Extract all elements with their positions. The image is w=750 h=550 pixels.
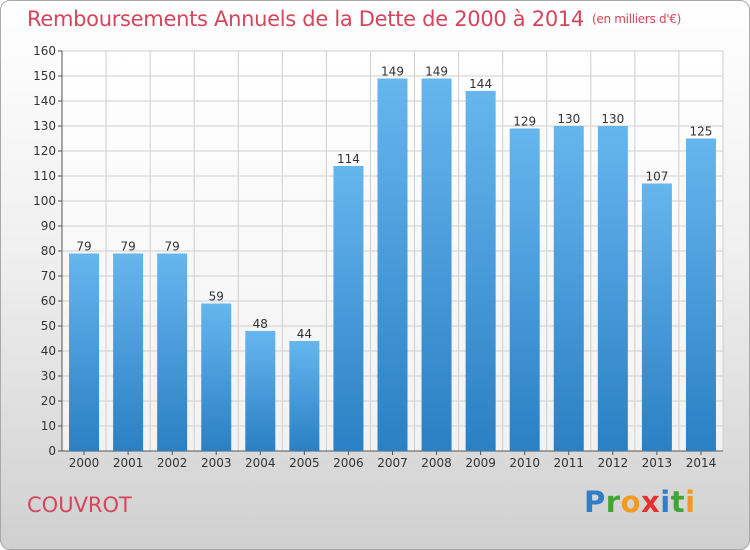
- y-tick-label: 120: [33, 144, 56, 158]
- bar-2010: [509, 128, 540, 451]
- bar-2014: [685, 138, 716, 451]
- chart-title: Remboursements Annuels de la Dette de 20…: [27, 7, 681, 31]
- y-tick-label: 140: [33, 94, 56, 108]
- y-tick-label: 90: [41, 219, 56, 233]
- bar-2002: [157, 253, 188, 451]
- value-label-2000: 79: [76, 240, 91, 254]
- y-tick-label: 50: [41, 319, 56, 333]
- y-tick-label: 30: [41, 369, 56, 383]
- value-label-2005: 44: [297, 327, 312, 341]
- y-tick-label: 70: [41, 269, 56, 283]
- chart-title-text: Remboursements Annuels de la Dette de 20…: [27, 7, 584, 31]
- logo-letter: x: [641, 485, 661, 519]
- x-tick-label-2003: 2003: [201, 456, 232, 470]
- y-tick-label: 40: [41, 344, 56, 358]
- bar-2013: [641, 183, 672, 451]
- bar-2003: [201, 303, 232, 451]
- y-tick-label: 60: [41, 294, 56, 308]
- x-tick-label-2006: 2006: [333, 456, 364, 470]
- town-name: COUVROT: [27, 493, 132, 517]
- value-labels: 79 79 79 59 48 44 114 149 149 144 129 130 130 107 125: [76, 65, 712, 342]
- bar-2004: [245, 331, 276, 451]
- y-tick-label: 20: [41, 394, 56, 408]
- value-label-2001: 79: [120, 240, 135, 254]
- x-tick-label-2000: 2000: [69, 456, 100, 470]
- bar-2008: [421, 78, 452, 451]
- y-tick-label: 160: [33, 44, 56, 58]
- proxiti-logo: Proxiti: [584, 485, 696, 519]
- x-tick-label-2005: 2005: [289, 456, 320, 470]
- value-label-2002: 79: [165, 240, 180, 254]
- value-label-2004: 48: [253, 317, 268, 331]
- value-label-2012: 130: [601, 112, 624, 126]
- y-tick-label: 150: [33, 69, 56, 83]
- x-tick-label-2007: 2007: [377, 456, 408, 470]
- bar-2012: [597, 126, 628, 451]
- y-tick-label: 110: [33, 169, 56, 183]
- bar-2005: [289, 341, 320, 451]
- value-label-2006: 114: [337, 152, 360, 166]
- y-tick-label: 80: [41, 244, 56, 258]
- value-label-2007: 149: [381, 65, 404, 79]
- y-tick-label: 130: [33, 119, 56, 133]
- y-tick-label: 10: [41, 419, 56, 433]
- chart-unit-label: (en milliers d'€): [592, 12, 682, 26]
- value-label-2014: 125: [690, 125, 713, 139]
- axes: 0 10 20 30 40 50 60 70 80 90 100 110 120 130 140 150 160…: [33, 44, 723, 470]
- value-label-2009: 144: [469, 77, 492, 91]
- logo-letter: i: [685, 485, 696, 519]
- x-tick-label-2009: 2009: [465, 456, 496, 470]
- bar-2000: [69, 253, 100, 451]
- logo-letter: r: [605, 485, 621, 519]
- bar-2009: [465, 91, 496, 451]
- x-tick-label-2011: 2011: [553, 456, 584, 470]
- value-label-2003: 59: [209, 290, 224, 304]
- logo-letter: o: [620, 485, 642, 519]
- bar-2006: [333, 166, 364, 451]
- bar-2011: [553, 126, 584, 451]
- x-tick-label-2013: 2013: [642, 456, 673, 470]
- x-tick-label-2002: 2002: [157, 456, 188, 470]
- x-tick-label-2010: 2010: [509, 456, 540, 470]
- logo-letter: P: [584, 485, 606, 519]
- x-tick-label-2014: 2014: [686, 456, 717, 470]
- bar-2007: [377, 78, 408, 451]
- x-tick-label-2001: 2001: [113, 456, 144, 470]
- value-label-2013: 107: [645, 170, 668, 184]
- value-label-2008: 149: [425, 65, 448, 79]
- x-tick-label-2008: 2008: [421, 456, 452, 470]
- bar-2001: [113, 253, 144, 451]
- y-tick-label: 100: [33, 194, 56, 208]
- logo-letter: t: [670, 485, 686, 519]
- value-label-2010: 129: [513, 115, 536, 129]
- x-tick-label-2012: 2012: [598, 456, 629, 470]
- bars: [69, 78, 716, 451]
- x-tick-label-2004: 2004: [245, 456, 276, 470]
- logo-letter: i: [660, 485, 671, 519]
- y-tick-label: 0: [48, 444, 56, 458]
- value-label-2011: 130: [557, 112, 580, 126]
